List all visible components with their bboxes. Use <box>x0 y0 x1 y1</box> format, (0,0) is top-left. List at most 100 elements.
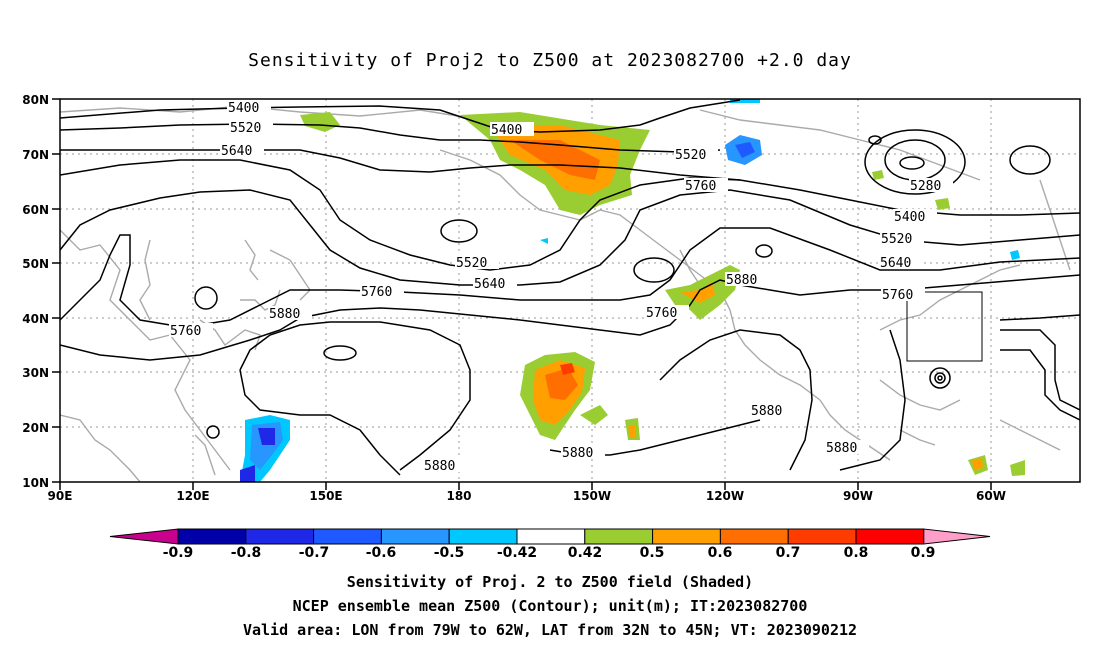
svg-text:5760: 5760 <box>170 324 201 339</box>
svg-text:5640: 5640 <box>221 144 252 159</box>
colorbar-label: 0.42 <box>568 545 603 561</box>
contour-label-5520-c: 5520 <box>880 231 924 247</box>
caption-line-2: NCEP ensemble mean Z500 (Contour); unit(… <box>292 597 808 615</box>
svg-text:5760: 5760 <box>882 288 913 303</box>
colorbar-swatch <box>855 528 925 545</box>
contour-label-5760-c: 5760 <box>881 287 925 303</box>
colorbar-swatch <box>652 528 721 545</box>
contour-label-5400-c: 5400 <box>893 209 937 225</box>
contour-label-5880-c: 5880 <box>750 403 794 419</box>
contour-labels: 5400 5520 5640 5400 5520 5760 5280 5400 … <box>169 100 953 474</box>
lat-label: 50N <box>22 257 49 271</box>
svg-text:5880: 5880 <box>269 307 300 322</box>
svg-text:5400: 5400 <box>491 123 522 138</box>
svg-text:5400: 5400 <box>228 101 259 116</box>
colorbar-labels: -0.9 -0.8 -0.7 -0.6 -0.5 -0.42 0.42 0.5 … <box>163 545 936 561</box>
lon-label: 60W <box>976 489 1006 503</box>
lon-label: 120W <box>706 489 744 503</box>
contour-label-5520-b: 5520 <box>674 147 718 163</box>
svg-text:5880: 5880 <box>726 273 757 288</box>
lat-label: 10N <box>22 476 49 490</box>
contour-label-5760-e: 5760 <box>169 323 213 339</box>
axis-ticks <box>52 98 992 490</box>
map-title: Sensitivity of Proj2 to Z500 at 20230827… <box>248 50 852 71</box>
svg-text:5280: 5280 <box>910 179 941 194</box>
svg-text:5640: 5640 <box>880 256 911 271</box>
svg-text:5520: 5520 <box>881 232 912 247</box>
svg-text:5400: 5400 <box>894 210 925 225</box>
lat-label: 60N <box>22 203 49 217</box>
longitude-labels: 90E 120E 150E 180 150W 120W 90W 60W <box>48 489 1006 503</box>
svg-text:5520: 5520 <box>230 121 261 136</box>
colorbar-left-triangle <box>109 528 179 545</box>
colorbar-right-triangle <box>923 528 991 545</box>
svg-text:5760: 5760 <box>685 179 716 194</box>
svg-text:5880: 5880 <box>826 441 857 456</box>
lat-label: 80N <box>22 93 49 107</box>
svg-text:5760: 5760 <box>646 306 677 321</box>
colorbar-label: -0.9 <box>163 545 194 561</box>
colorbar-swatch <box>177 528 247 545</box>
colorbar-label: 0.9 <box>911 545 936 561</box>
contour-label-5880-a: 5880 <box>725 272 769 288</box>
lat-label: 40N <box>22 312 49 326</box>
svg-text:5520: 5520 <box>675 148 706 163</box>
colorbar-label: 0.8 <box>844 545 869 561</box>
colorbar-swatch <box>313 528 382 545</box>
lon-label: 150W <box>573 489 611 503</box>
lat-label: 70N <box>22 148 49 162</box>
colorbar-swatch <box>787 528 857 545</box>
svg-text:5640: 5640 <box>474 277 505 292</box>
contour-label-5760-d: 5760 <box>645 305 689 321</box>
coastlines <box>60 105 1071 482</box>
latitude-labels: 80N 70N 60N 50N 40N 30N 20N 10N <box>22 93 49 490</box>
lat-label: 20N <box>22 421 49 435</box>
colorbar-label: 0.6 <box>708 545 733 561</box>
caption-line-3: Valid area: LON from 79W to 62W, LAT fro… <box>242 621 858 639</box>
map-frame <box>59 98 1081 483</box>
colorbar-swatch <box>516 528 586 545</box>
lon-label: 90E <box>48 489 73 503</box>
svg-text:5520: 5520 <box>456 256 487 271</box>
colorbar <box>109 528 991 545</box>
colorbar-swatch <box>719 528 789 545</box>
contour-label-5520-d: 5520 <box>455 255 499 271</box>
svg-text:5760: 5760 <box>361 285 392 300</box>
contour-label-5880-f: 5880 <box>423 458 467 474</box>
contour-label-5760-a: 5760 <box>684 178 728 194</box>
colorbar-swatch <box>448 528 518 545</box>
contour-label-5880-d: 5880 <box>825 440 869 456</box>
svg-text:5880: 5880 <box>424 459 455 474</box>
lon-label: 150E <box>309 489 342 503</box>
lon-label: 90W <box>843 489 873 503</box>
svg-text:5880: 5880 <box>562 446 593 461</box>
contour-label-5640-a: 5640 <box>220 143 264 159</box>
contour-label-5520-a: 5520 <box>229 120 273 136</box>
lon-label: 120E <box>176 489 209 503</box>
contour-label-5880-b: 5880 <box>268 306 312 322</box>
contour-label-5760-b: 5760 <box>360 284 404 300</box>
colorbar-swatch <box>245 528 315 545</box>
valid-area-box <box>906 291 983 362</box>
colorbar-label: -0.5 <box>434 545 465 561</box>
colorbar-swatch <box>380 528 450 545</box>
colorbar-label: 0.7 <box>776 545 801 561</box>
colorbar-label: -0.42 <box>497 545 537 561</box>
contour-label-5400-a: 5400 <box>227 100 271 116</box>
sensitivity-shading <box>240 99 1025 482</box>
colorbar-label: -0.7 <box>299 545 330 561</box>
contour-label-5280: 5280 <box>909 178 953 194</box>
svg-text:5880: 5880 <box>751 404 782 419</box>
colorbar-swatch <box>584 528 654 545</box>
contour-label-5640-d: 5640 <box>473 276 517 292</box>
contour-label-5400-b: 5400 <box>490 122 534 138</box>
lat-label: 30N <box>22 366 49 380</box>
contour-label-5640-c: 5640 <box>879 255 923 271</box>
contour-label-5880-e: 5880 <box>561 445 605 461</box>
caption-line-1: Sensitivity of Proj. 2 to Z500 field (Sh… <box>346 573 754 591</box>
lon-label: 180 <box>446 489 471 503</box>
colorbar-label: -0.6 <box>366 545 397 561</box>
colorbar-label: -0.8 <box>231 545 262 561</box>
colorbar-label: 0.5 <box>640 545 665 561</box>
